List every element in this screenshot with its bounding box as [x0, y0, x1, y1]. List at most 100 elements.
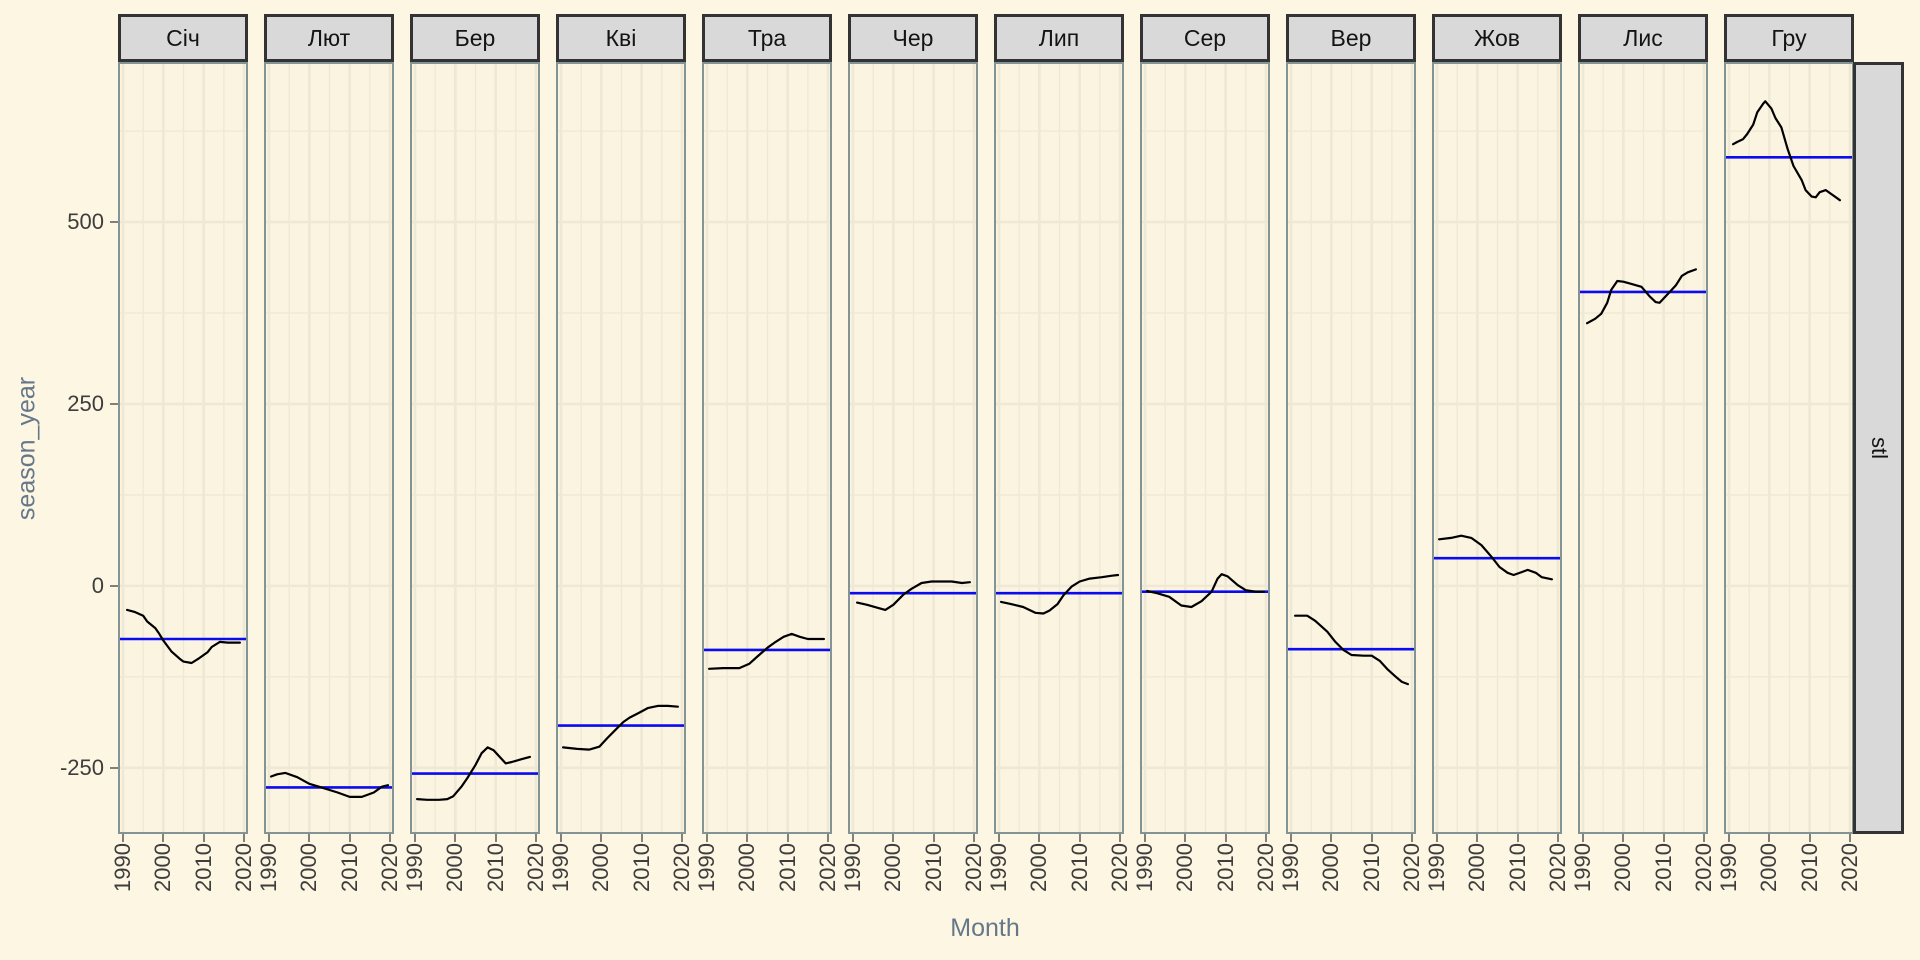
- x-tick-label: 2000: [734, 843, 760, 892]
- x-tick-mark: [162, 834, 165, 842]
- x-tick-mark: [1662, 834, 1665, 842]
- x-tick-mark: [1728, 834, 1731, 842]
- facet-panel: [264, 62, 394, 834]
- x-tick-mark: [786, 834, 789, 842]
- x-tick-mark: [1582, 834, 1585, 842]
- x-tick-mark: [454, 834, 457, 842]
- right-strip-label: stl: [1866, 437, 1892, 459]
- facet-strip-stl: stl: [1853, 62, 1904, 834]
- x-tick-mark: [534, 834, 537, 842]
- x-tick-label: 2010: [628, 843, 654, 892]
- panel-border: [1432, 62, 1562, 834]
- facet-strip: Чер: [848, 14, 978, 62]
- facet-10: Жов 1990 2000 2010 2020: [1424, 0, 1570, 960]
- facet-strip: Сер: [1140, 14, 1270, 62]
- facet-12: Гру 1990 2000 2010 2020: [1716, 0, 1862, 960]
- x-axis-title: Month: [950, 914, 1020, 942]
- subseries-line: [1732, 100, 1842, 202]
- x-tick-mark: [494, 834, 497, 842]
- x-tick-label: 1990: [1278, 843, 1304, 892]
- x-tick-mark: [932, 834, 935, 842]
- x-tick-mark: [1224, 834, 1227, 842]
- x-tick-label: 1990: [548, 843, 574, 892]
- x-tick-mark: [268, 834, 271, 842]
- y-tick-label: 500: [67, 209, 104, 235]
- x-tick-mark: [202, 834, 205, 842]
- x-tick-label: 2020: [522, 843, 548, 892]
- x-tick-mark: [600, 834, 603, 842]
- panel-border: [848, 62, 978, 834]
- facet-panel: [1578, 62, 1708, 834]
- x-tick-mark: [1118, 834, 1121, 842]
- x-tick-mark: [122, 834, 125, 842]
- x-tick-mark: [892, 834, 895, 842]
- subseries-line: [269, 771, 390, 799]
- x-tick-mark: [1144, 834, 1147, 842]
- x-tick-label: 2010: [482, 843, 508, 892]
- x-tick-mark: [1848, 834, 1851, 842]
- facet-1: Січ 1990 2000 2010 2020: [110, 0, 256, 960]
- x-tick-label: 1990: [840, 843, 866, 892]
- x-tick-label: 2020: [1544, 843, 1570, 892]
- x-tick-label: 2010: [1504, 843, 1530, 892]
- panel-border: [1578, 62, 1708, 834]
- x-tick-label: 2000: [1464, 843, 1490, 892]
- x-tick-mark: [998, 834, 1001, 842]
- x-tick-label: 2000: [1756, 843, 1782, 892]
- x-tick-mark: [308, 834, 311, 842]
- facet-panel: [702, 62, 832, 834]
- x-tick-mark: [414, 834, 417, 842]
- x-tick-label: 2020: [1106, 843, 1132, 892]
- x-tick-mark: [348, 834, 351, 842]
- facet-strip: Вер: [1286, 14, 1416, 62]
- x-tick-mark: [1436, 834, 1439, 842]
- x-tick-label: 2000: [880, 843, 906, 892]
- subseries-line: [1145, 573, 1266, 609]
- x-tick-label: 2020: [814, 843, 840, 892]
- facet-8: Сер 1990 2000 2010 2020: [1132, 0, 1278, 960]
- x-tick-label: 2020: [668, 843, 694, 892]
- subseries-line: [126, 608, 242, 665]
- x-tick-label: 2000: [296, 843, 322, 892]
- x-tick-label: 1990: [1424, 843, 1450, 892]
- x-tick-mark: [680, 834, 683, 842]
- panel-border: [1140, 62, 1270, 834]
- x-tick-label: 2020: [230, 843, 256, 892]
- facet-strip: Кві: [556, 14, 686, 62]
- y-tick-mark: [110, 402, 118, 405]
- facet-strip: Лют: [264, 14, 394, 62]
- x-tick-mark: [1184, 834, 1187, 842]
- facet-panel: [1432, 62, 1562, 834]
- x-tick-mark: [1370, 834, 1373, 842]
- x-tick-label: 2010: [774, 843, 800, 892]
- subseries-line: [561, 704, 680, 751]
- facet-panel: [1724, 62, 1854, 834]
- x-tick-mark: [1556, 834, 1559, 842]
- y-tick-mark: [110, 221, 118, 224]
- x-tick-label: 2010: [1650, 843, 1676, 892]
- x-tick-label: 2000: [588, 843, 614, 892]
- x-tick-label: 2010: [1796, 843, 1822, 892]
- y-axis-title: season_year: [12, 376, 41, 521]
- x-tick-label: 2010: [1358, 843, 1384, 892]
- x-tick-label: 2020: [1690, 843, 1716, 892]
- x-tick-mark: [706, 834, 709, 842]
- facet-6: Чер 1990 2000 2010 2020: [840, 0, 986, 960]
- panel-border: [556, 62, 686, 834]
- facet-11: Лис 1990 2000 2010 2020: [1570, 0, 1716, 960]
- x-tick-label: 1990: [694, 843, 720, 892]
- panel-border: [702, 62, 832, 834]
- x-tick-mark: [746, 834, 749, 842]
- x-tick-label: 1990: [1132, 843, 1158, 892]
- facet-2: Лют 1990 2000 2010 2020: [256, 0, 402, 960]
- facet-panel: [994, 62, 1124, 834]
- x-tick-label: 2020: [960, 843, 986, 892]
- x-tick-label: 2010: [920, 843, 946, 892]
- x-tick-mark: [1768, 834, 1771, 842]
- y-tick-label: 0: [91, 572, 104, 598]
- x-tick-label: 2020: [376, 843, 402, 892]
- x-tick-mark: [242, 834, 245, 842]
- x-tick-mark: [852, 834, 855, 842]
- facet-7: Лип 1990 2000 2010 2020: [986, 0, 1132, 960]
